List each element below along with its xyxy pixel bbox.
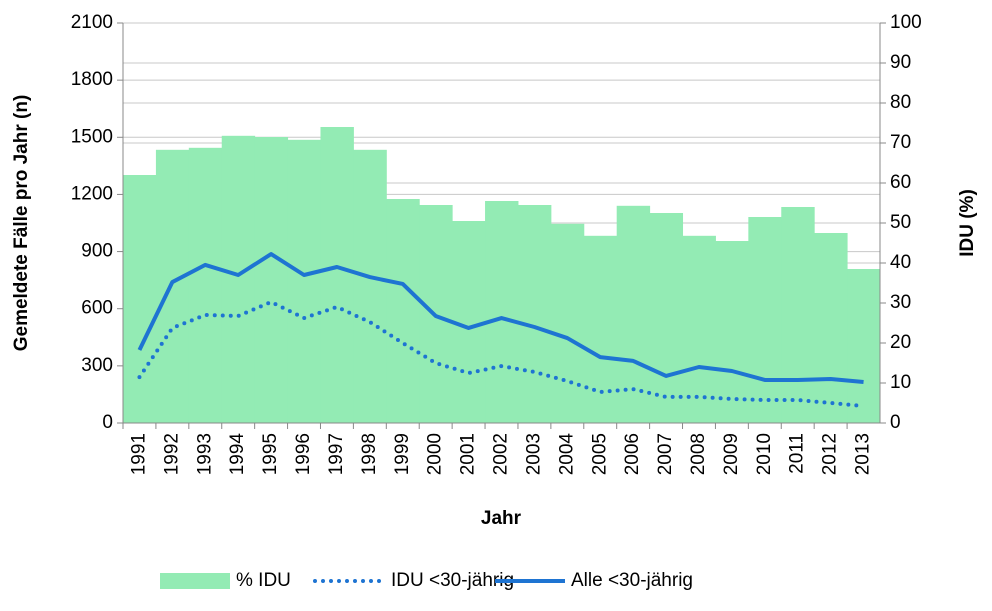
bar: [550, 223, 585, 423]
y-tick-label: 900: [81, 241, 113, 262]
bar: [847, 269, 881, 423]
bar: [287, 139, 321, 424]
x-tick-label: 2000: [425, 433, 446, 475]
x-tick-label: 1992: [161, 433, 182, 475]
y2-tick-label: 30: [890, 292, 911, 313]
y-tick-label: 1800: [71, 69, 113, 90]
bar: [123, 175, 157, 423]
y-tick-label: 2100: [71, 12, 113, 33]
bar: [649, 213, 684, 423]
y2-tick-label: 80: [890, 92, 911, 113]
bar: [781, 207, 815, 423]
y2-tick-label: 0: [890, 412, 901, 433]
y-axis-label: Gemeldete Fälle pro Jahr (n): [11, 95, 32, 352]
y2-axis-label: IDU (%): [957, 189, 978, 257]
legend-swatch: [160, 573, 230, 589]
y2-tick-label: 90: [890, 52, 911, 73]
x-tick-label: 2004: [556, 433, 577, 476]
x-tick-label: 2003: [523, 433, 544, 475]
x-tick-label: 1998: [359, 433, 380, 475]
bar: [616, 205, 651, 423]
y2-tick-label: 60: [890, 172, 911, 193]
y2-tick-label: 10: [890, 372, 911, 393]
x-tick-label: 1997: [326, 433, 347, 475]
x-tick-label: 2005: [589, 433, 610, 475]
x-tick-label: 2012: [820, 433, 841, 475]
x-tick-label: 1991: [128, 433, 149, 475]
bar: [155, 149, 190, 424]
legend-label: % IDU: [236, 570, 291, 591]
y2-tick-label: 40: [890, 252, 911, 273]
y-tick-label: 1200: [71, 183, 113, 204]
x-tick-label: 2006: [622, 433, 643, 475]
y-tick-label: 0: [102, 412, 113, 433]
x-tick-label: 2009: [721, 433, 742, 475]
bar: [254, 137, 289, 423]
y2-tick-label: 100: [890, 12, 922, 33]
bar: [814, 233, 848, 423]
bar: [221, 135, 256, 424]
bar: [353, 149, 387, 424]
x-tick-label: 1999: [392, 433, 413, 475]
y-tick-label: 300: [81, 355, 113, 376]
y2-tick-label: 50: [890, 212, 911, 233]
x-tick-label: 2011: [787, 433, 808, 474]
line-series: [137, 300, 866, 409]
bar: [517, 205, 552, 423]
y-tick-label: 600: [81, 298, 113, 319]
x-tick-label: 2007: [655, 433, 676, 475]
y2-tick-label: 20: [890, 332, 911, 353]
x-tick-label: 1994: [227, 433, 248, 476]
y2-tick-label: 70: [890, 132, 911, 153]
bar: [682, 235, 716, 423]
x-tick-label: 2010: [754, 433, 775, 475]
bar: [485, 201, 519, 423]
x-tick-label: 1993: [194, 433, 215, 475]
legend-label: IDU <30-jährig: [391, 570, 514, 591]
bar: [386, 199, 420, 423]
bar: [715, 241, 749, 423]
x-tick-label: 2001: [458, 433, 479, 475]
bar: [748, 217, 782, 423]
x-tick-label: 2008: [688, 433, 709, 475]
x-tick-label: 1996: [293, 433, 314, 475]
bar: [583, 235, 618, 423]
x-tick-label: 2002: [491, 433, 512, 475]
legend-label: Alle <30-jährig: [571, 570, 693, 591]
x-tick-label: 2013: [853, 433, 874, 475]
bar: [320, 127, 354, 423]
x-axis-label: Jahr: [481, 508, 522, 529]
bar: [188, 147, 223, 424]
line-series: [137, 252, 864, 385]
x-tick-label: 1995: [260, 433, 281, 475]
y-tick-label: 1500: [71, 126, 113, 147]
